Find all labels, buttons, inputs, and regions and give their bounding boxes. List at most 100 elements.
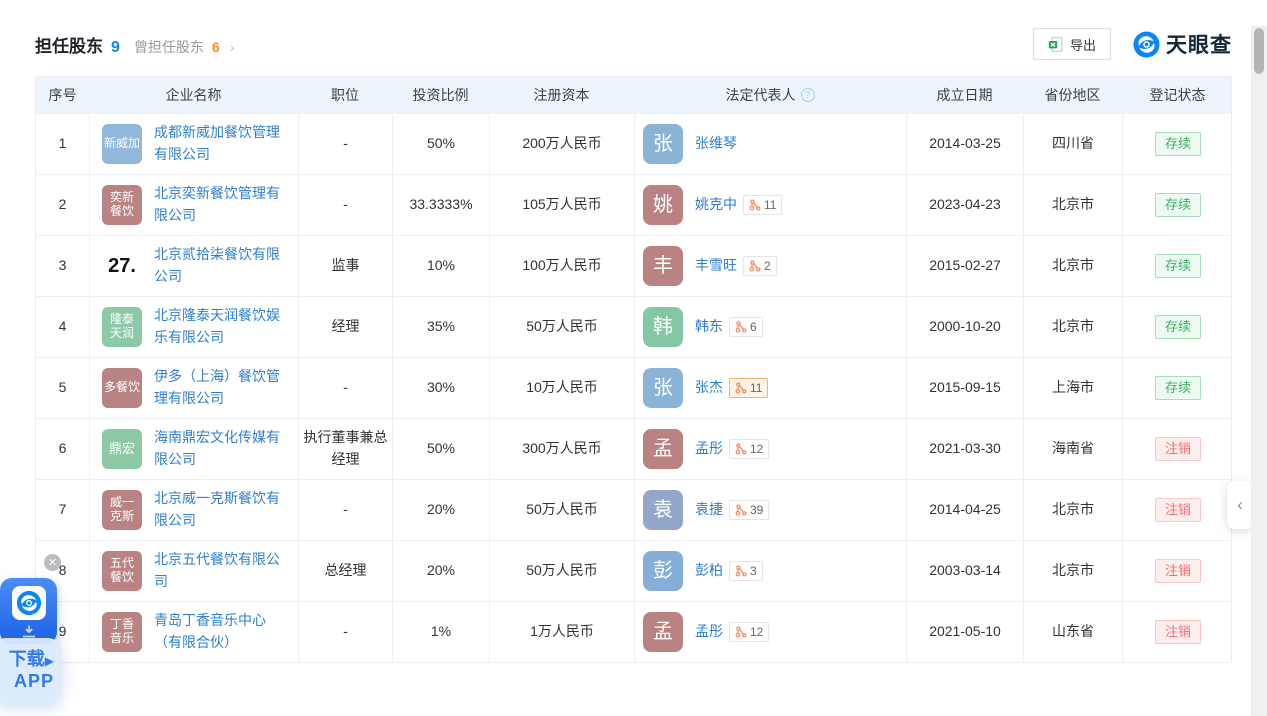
company-cell: 新威加 成都新威加餐饮管理有限公司	[89, 114, 298, 174]
status-cell: 存续	[1122, 114, 1233, 174]
chevron-right-icon[interactable]: ›	[229, 38, 235, 55]
status-badge: 注销	[1154, 497, 1201, 523]
legal-rep-avatar[interactable]: 韩	[643, 307, 683, 347]
province-cell: 北京市	[1023, 175, 1122, 235]
province-cell: 北京市	[1023, 480, 1122, 540]
seq-cell: 4	[58, 318, 67, 335]
company-logo[interactable]: 隆泰 天润	[102, 307, 142, 347]
table-row: 3 27. 北京贰拾柒餐饮有限公司 监事 10% 100万人民币 丰 丰雪旺	[36, 235, 1231, 296]
header-legal-rep-label: 法定代表人	[725, 87, 796, 103]
relations-count-badge[interactable]: 12	[729, 439, 770, 459]
brand-name: 天眼查	[1166, 34, 1232, 57]
company-cell: 威一 克斯 北京威一克斯餐饮有限公司	[89, 480, 298, 540]
legal-rep-avatar[interactable]: 张	[643, 124, 683, 164]
ratio-cell: 20%	[392, 541, 489, 601]
header-province: 省份地区	[1044, 87, 1101, 103]
legal-rep-name-link[interactable]: 彭柏	[695, 562, 723, 579]
close-icon[interactable]: ✕	[44, 554, 61, 571]
brand-watermark: 天眼查	[1133, 29, 1232, 59]
status-badge: 存续	[1154, 131, 1201, 157]
company-logo[interactable]: 威一 克斯	[102, 490, 142, 530]
relations-count: 3	[750, 563, 757, 578]
company-name-link[interactable]: 成都新威加餐饮管理有限公司	[154, 124, 280, 162]
capital-cell: 100万人民币	[489, 236, 634, 296]
company-name-link[interactable]: 伊多（上海）餐饮管理有限公司	[154, 368, 280, 406]
relations-count-badge[interactable]: 11	[743, 195, 783, 215]
relations-count: 39	[750, 502, 764, 517]
legal-rep-avatar[interactable]: 张	[643, 368, 683, 408]
company-logo[interactable]: 多餐饮	[102, 368, 142, 408]
relations-count-badge[interactable]: 6	[729, 317, 763, 337]
download-label-line1: 下载▶	[8, 649, 54, 670]
collapse-panel-handle[interactable]: ‹	[1227, 481, 1253, 529]
shareholder-table: 序号 企业名称 职位 投资比例 注册资本 法定代表人 ? 成立日期 省份地区 登…	[35, 76, 1232, 663]
topbar-right: 导出 天眼查	[1032, 28, 1232, 60]
ratio-cell: 10%	[392, 236, 489, 296]
seq-cell: 1	[58, 135, 67, 152]
legal-rep-name-link[interactable]: 姚克中	[695, 196, 737, 213]
legal-rep-avatar[interactable]: 彭	[643, 551, 683, 591]
status-cell: 注销	[1122, 541, 1233, 601]
legal-rep-avatar[interactable]: 丰	[643, 246, 683, 286]
legal-rep-name-link[interactable]: 张维琴	[695, 135, 737, 152]
legal-rep-cell: 袁 袁捷 39	[634, 480, 906, 540]
capital-cell: 1万人民币	[489, 602, 634, 662]
export-button[interactable]: 导出	[1032, 28, 1111, 60]
company-name-link[interactable]: 北京贰拾柒餐饮有限公司	[154, 246, 280, 284]
legal-rep-line: 张维琴	[695, 133, 737, 155]
download-label-line2: APP	[13, 671, 54, 691]
legal-rep-avatar[interactable]: 袁	[643, 490, 683, 530]
company-logo[interactable]: 奕新 餐饮	[102, 185, 142, 225]
company-logo[interactable]: 五代 餐饮	[102, 551, 142, 591]
relations-count-badge[interactable]: 39	[729, 500, 770, 520]
scrollbar-thumb[interactable]	[1254, 28, 1264, 74]
status-cell: 存续	[1122, 175, 1233, 235]
relations-count-badge[interactable]: 11	[729, 378, 769, 398]
company-logo[interactable]: 新威加	[102, 124, 142, 164]
position-cell: -	[298, 480, 392, 540]
download-app-button[interactable]: 下载▶ APP	[0, 638, 62, 704]
scrollbar-track[interactable]	[1251, 26, 1267, 716]
legal-rep-name-link[interactable]: 韩东	[695, 318, 723, 335]
help-icon[interactable]: ?	[800, 88, 815, 102]
legal-rep-name-link[interactable]: 孟彤	[695, 623, 723, 640]
company-name-link[interactable]: 北京五代餐饮有限公司	[154, 551, 280, 589]
legal-rep-avatar[interactable]: 孟	[643, 429, 683, 469]
status-cell: 注销	[1122, 480, 1233, 540]
status-badge: 存续	[1154, 314, 1201, 340]
page-title: 担任股东	[35, 36, 103, 56]
relations-count-badge[interactable]: 3	[729, 561, 763, 581]
province-cell: 四川省	[1023, 114, 1122, 174]
date-cell: 2000-10-20	[906, 297, 1023, 357]
former-shareholder-link[interactable]: 曾担任股东	[133, 38, 204, 55]
header-position: 职位	[331, 87, 359, 103]
legal-rep-name-link[interactable]: 孟彤	[695, 440, 723, 457]
legal-rep-cell: 孟 孟彤 12	[634, 419, 906, 479]
company-name-link[interactable]: 青岛丁香音乐中心（有限合伙）	[154, 612, 266, 650]
relations-icon	[735, 626, 747, 638]
company-name-link[interactable]: 北京隆泰天润餐饮娱乐有限公司	[154, 307, 280, 345]
legal-rep-name-link[interactable]: 丰雪旺	[695, 257, 737, 274]
legal-rep-name-link[interactable]: 张杰	[695, 379, 723, 396]
capital-cell: 105万人民币	[489, 175, 634, 235]
table-row: 4 隆泰 天润 北京隆泰天润餐饮娱乐有限公司 经理 35% 50万人民币 韩 韩…	[36, 296, 1231, 357]
company-logo[interactable]: 丁香 音乐	[102, 612, 142, 652]
legal-rep-name-link[interactable]: 袁捷	[695, 501, 723, 518]
former-shareholder-count[interactable]: 6	[211, 38, 220, 55]
company-name-link[interactable]: 北京奕新餐饮管理有限公司	[154, 185, 280, 223]
date-cell: 2003-03-14	[906, 541, 1023, 601]
company-name-link[interactable]: 海南鼎宏文化传媒有限公司	[154, 429, 280, 467]
download-app-widget[interactable]	[0, 578, 57, 644]
relations-count-badge[interactable]: 2	[743, 256, 777, 276]
status-cell: 注销	[1122, 602, 1233, 662]
company-logo[interactable]: 27.	[102, 246, 142, 286]
legal-rep-avatar[interactable]: 孟	[643, 612, 683, 652]
status-badge: 注销	[1154, 619, 1201, 645]
relations-count-badge[interactable]: 12	[729, 622, 770, 642]
company-logo[interactable]: 鼎宏	[102, 429, 142, 469]
legal-rep-avatar[interactable]: 姚	[643, 185, 683, 225]
seq-cell: 3	[58, 257, 67, 274]
company-name-link[interactable]: 北京威一克斯餐饮有限公司	[154, 490, 280, 528]
status-cell: 存续	[1122, 297, 1233, 357]
ratio-cell: 1%	[392, 602, 489, 662]
